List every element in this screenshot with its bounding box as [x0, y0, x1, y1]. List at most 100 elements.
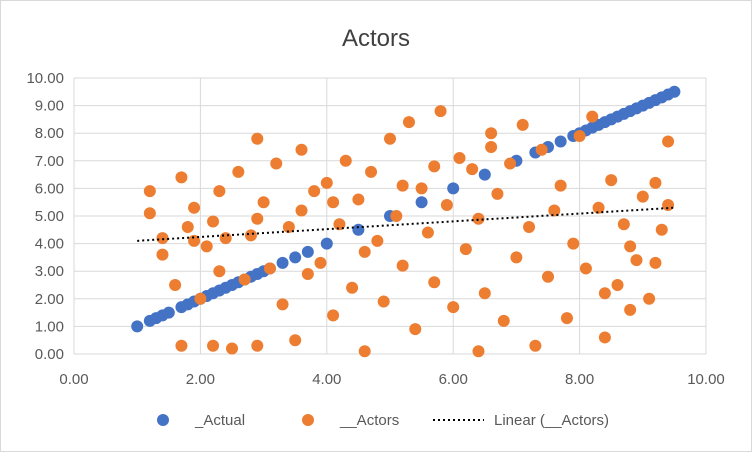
actors-point — [188, 234, 201, 247]
y-tick-label: 4.00 — [35, 236, 64, 253]
actors-point — [421, 226, 434, 239]
actual-point — [162, 306, 175, 319]
x-tick-label: 2.00 — [186, 371, 215, 388]
actual-point — [276, 256, 289, 269]
actors-point — [428, 276, 441, 289]
actors-point — [194, 292, 207, 305]
y-tick-label: 3.00 — [35, 263, 64, 280]
actors-point — [352, 193, 365, 206]
actors-point — [175, 171, 188, 184]
actors-point — [605, 174, 618, 187]
actors-point — [143, 185, 156, 198]
actual-point — [447, 182, 460, 195]
actors-point — [276, 298, 289, 311]
y-tick-labels: 0.00 1.00 2.00 3.00 4.00 5.00 6.00 7.00 8.00 9.00… — [26, 70, 64, 363]
legend-label-trendline: Linear (__Actors) — [494, 412, 609, 429]
actors-point — [327, 309, 340, 322]
actors-point — [592, 201, 605, 214]
actors-point — [478, 287, 491, 300]
y-tick-label: 10.00 — [26, 70, 64, 87]
actors-point — [270, 157, 283, 170]
actors-point — [662, 135, 675, 148]
actors-point — [365, 165, 378, 178]
y-tick-label: 8.00 — [35, 125, 64, 142]
y-tick-label: 1.00 — [35, 318, 64, 335]
actors-point — [497, 314, 510, 327]
actors-point — [542, 270, 554, 283]
actors-point — [567, 237, 580, 250]
actors-point — [617, 218, 630, 231]
actors-point — [384, 132, 396, 145]
legend: _Actual __Actors Linear (__Actors) — [157, 412, 609, 429]
legend-marker-actual — [157, 414, 169, 426]
y-tick-label: 5.00 — [35, 208, 64, 225]
legend-label-actors: __Actors — [339, 412, 399, 429]
actors-point — [453, 152, 466, 165]
actors-point — [516, 118, 529, 131]
x-tick-label: 0.00 — [59, 371, 88, 388]
actors-point — [295, 143, 308, 156]
y-tick-label: 0.00 — [35, 346, 64, 363]
actors-point — [396, 259, 409, 272]
actors-point — [377, 295, 390, 308]
actors-point — [655, 223, 668, 236]
actual-point — [478, 168, 491, 181]
actors-point — [295, 204, 308, 217]
y-tick-label: 6.00 — [35, 180, 64, 197]
actors-point — [156, 248, 169, 261]
actors-point — [434, 105, 447, 118]
actual-point — [415, 196, 428, 209]
actors-point — [251, 132, 264, 145]
actors-point — [472, 345, 485, 358]
actors-point — [308, 185, 321, 198]
actors-point — [213, 185, 226, 198]
actors-point — [662, 198, 675, 211]
actors-point — [523, 221, 536, 234]
actors-point — [181, 221, 194, 234]
actual-point — [668, 85, 681, 98]
x-tick-label: 10.00 — [687, 371, 725, 388]
actors-point — [327, 196, 340, 209]
plot-area — [131, 85, 681, 358]
legend-label-actual: _Actual — [194, 412, 245, 429]
x-tick-label: 8.00 — [565, 371, 594, 388]
actors-point — [169, 279, 182, 291]
actual-point — [352, 223, 365, 236]
actors-point — [396, 179, 409, 192]
legend-marker-actors — [302, 414, 314, 426]
actors-point — [636, 190, 649, 203]
actors-point — [643, 292, 656, 305]
actors-point — [238, 273, 251, 286]
actors-point — [263, 262, 276, 275]
actors-point — [586, 110, 599, 123]
actors-point — [251, 212, 264, 225]
actors-point — [624, 303, 637, 316]
actual-point — [554, 135, 567, 148]
actors-point — [573, 129, 586, 142]
actors-point — [289, 334, 302, 347]
actors-point — [485, 141, 498, 153]
actors-point — [649, 176, 662, 189]
actors-point — [188, 201, 201, 214]
actors-point — [200, 240, 213, 253]
actors-point — [630, 254, 643, 267]
actors-point — [346, 281, 359, 294]
actors-point — [598, 287, 611, 300]
actors-point — [207, 215, 220, 228]
actors-point — [624, 240, 637, 253]
actors-point — [579, 262, 592, 275]
actors-point — [598, 331, 611, 344]
actors-point — [282, 221, 295, 234]
actors-point — [510, 251, 523, 264]
actors-point — [428, 160, 441, 173]
actors-point — [611, 279, 624, 291]
actors-point — [440, 198, 453, 211]
actors-point — [175, 339, 188, 352]
actors-point — [402, 116, 415, 129]
actors-point — [548, 204, 561, 217]
y-tick-label: 9.00 — [35, 98, 64, 115]
actors-point — [232, 165, 245, 178]
actors-point — [485, 127, 498, 140]
actual-point — [131, 320, 144, 333]
